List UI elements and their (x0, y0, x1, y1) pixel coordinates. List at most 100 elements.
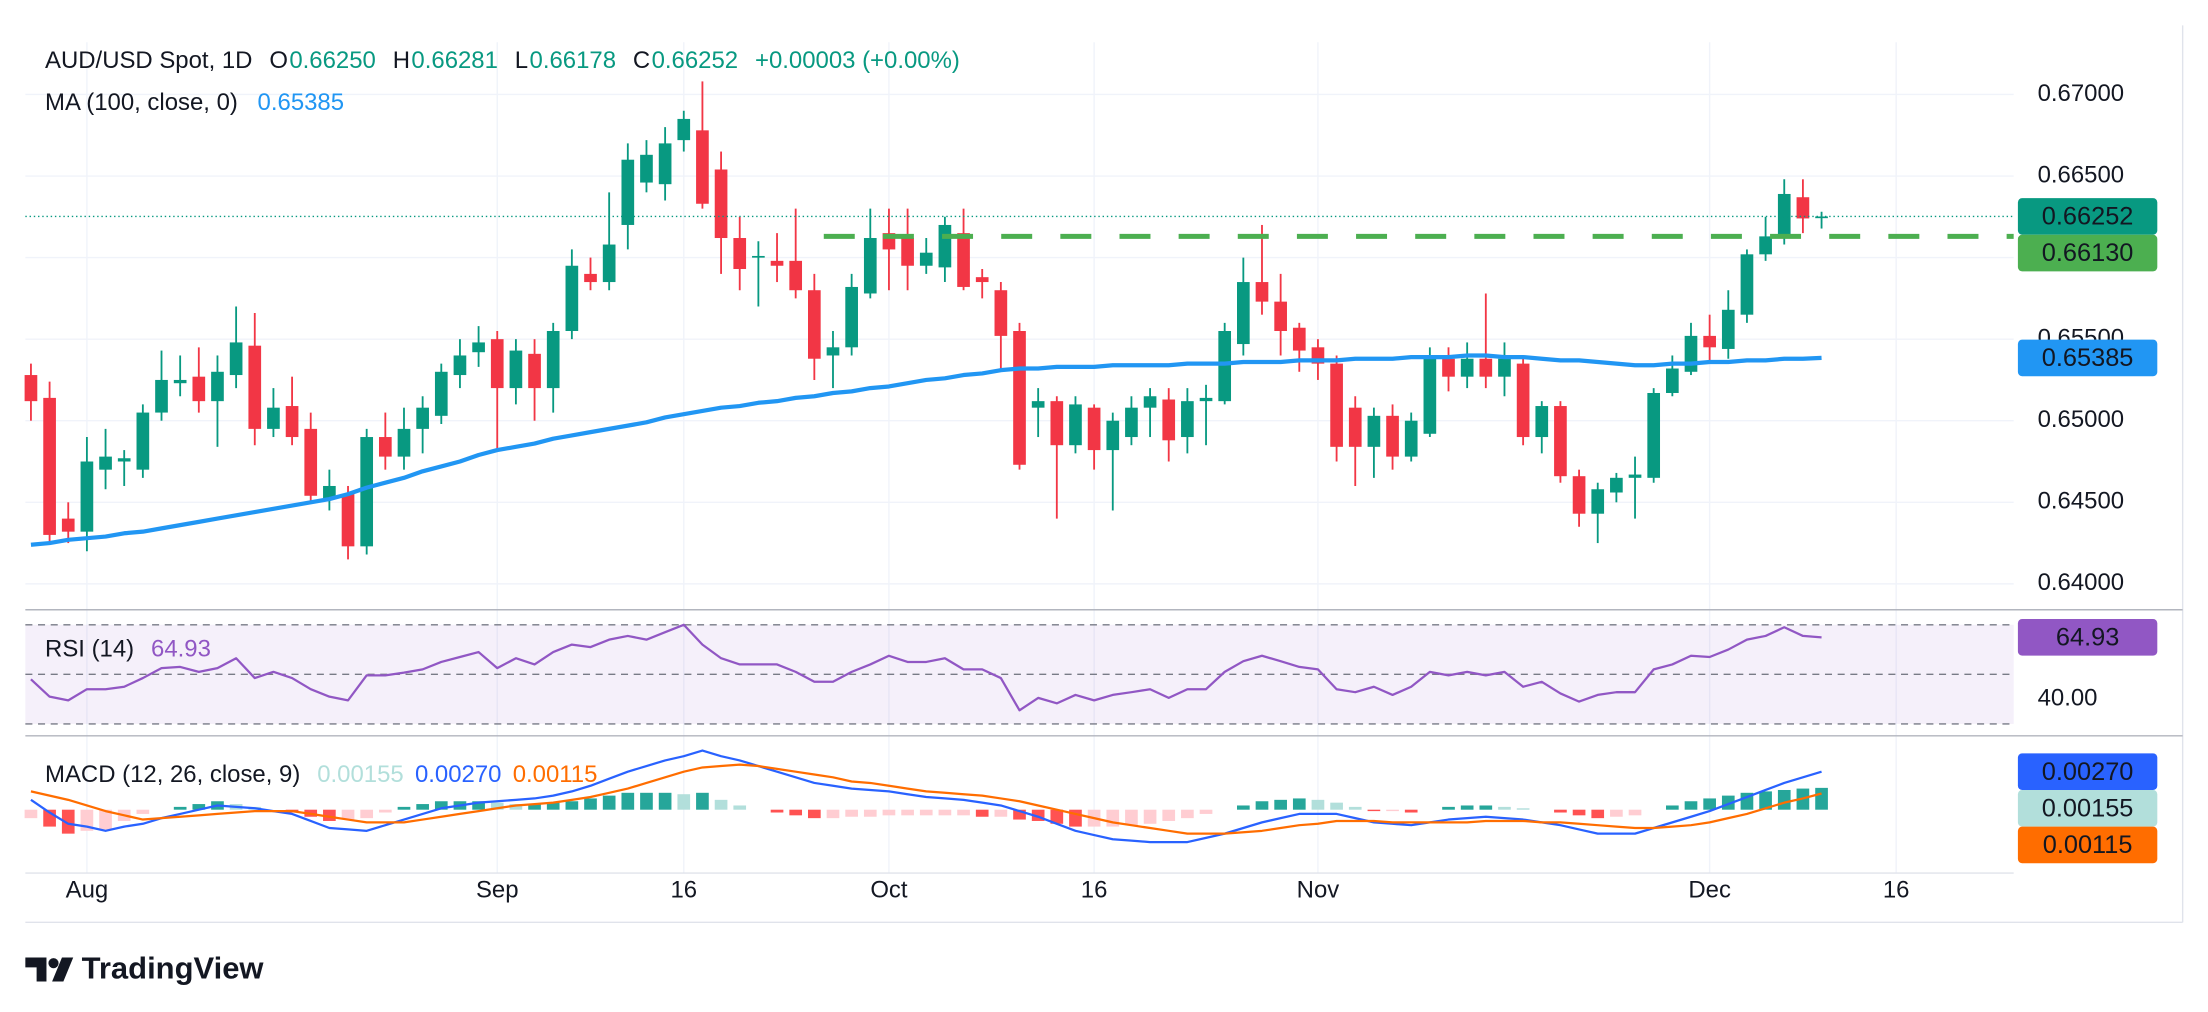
candle-body (1498, 358, 1511, 377)
candle-body (1815, 216, 1828, 219)
x-tick-label: Nov (1297, 877, 1340, 904)
candle-body (1721, 309, 1735, 349)
ohlc-name: L (515, 47, 528, 74)
candle-body (863, 238, 877, 294)
macd-histogram-bar (1013, 809, 1026, 820)
price-legend: AUD/USD Spot, 1D O0.66250 H0.66281 L0.66178… (45, 47, 960, 74)
macd-histogram-bar (472, 801, 485, 810)
macd-label-box (2017, 753, 2158, 790)
macd-histogram-bar (1516, 808, 1530, 810)
macd-hist-value: 0.00155 (317, 761, 403, 788)
candle-body (248, 345, 262, 429)
candle-body (1516, 363, 1530, 438)
candle-body (1442, 358, 1455, 377)
candle-body (1404, 420, 1418, 457)
macd-histogram-bar (1666, 805, 1679, 810)
candle-body (640, 154, 653, 183)
logo-part (25, 957, 47, 982)
macd-histogram-bar (640, 792, 653, 810)
candle-body (1647, 392, 1661, 478)
macd-histogram-bar (807, 809, 821, 819)
macd-label-box (2017, 789, 2158, 827)
macd-histogram-bar (1759, 791, 1772, 810)
candle-body (43, 397, 56, 535)
candle-body (285, 406, 299, 438)
macd-histogram-bar (1237, 805, 1250, 810)
y-tick-label: 40.00 (2038, 684, 2098, 711)
logo-part (52, 957, 74, 982)
candle-body (1199, 397, 1213, 402)
macd-label: 0.00270 (2042, 758, 2134, 786)
macd-histogram-bar (1181, 809, 1194, 819)
macd-histogram-bar (1815, 787, 1828, 810)
candle-body (826, 347, 840, 356)
x-tick-label: 16 (1883, 877, 1910, 904)
macd-histogram-bar (938, 809, 952, 816)
candle-body (1292, 327, 1306, 351)
candle-body (733, 238, 747, 270)
macd-label: 0.00155 (2042, 794, 2134, 822)
candle-body (1386, 415, 1399, 457)
macd-histogram-bar (341, 809, 355, 820)
macd-label: 0.00115 (2043, 831, 2133, 859)
macd-histogram-bar (565, 801, 579, 810)
ma-legend: MA (100, close, 0) 0.65385 (45, 90, 344, 117)
moving-average-line (30, 353, 1822, 547)
candle-body (714, 169, 728, 239)
last-price-label: 0.66252 (2042, 203, 2134, 231)
x-tick-label: Aug (66, 877, 109, 904)
candle-body (1031, 401, 1045, 408)
ma-label: 0.65385 (2042, 344, 2134, 372)
macd-histogram-bar (1479, 805, 1493, 810)
candle-body (416, 407, 429, 429)
candle-body (789, 260, 803, 291)
macd-histogram-bar (1031, 809, 1045, 821)
candle-body (99, 456, 112, 470)
candle-body (1181, 401, 1194, 438)
candle-body (1535, 406, 1549, 438)
candle-body (1218, 331, 1232, 402)
candle-body (1628, 474, 1642, 478)
macd-histogram-bar (1498, 806, 1511, 810)
candle-body (677, 118, 691, 141)
macd-histogram-bar (1274, 799, 1287, 810)
ohlc-value: 0.66252 (652, 47, 738, 74)
candle-body (1162, 399, 1176, 441)
y-tick-label: 0.64500 (2038, 488, 2124, 515)
ma-value: 0.65385 (258, 90, 344, 117)
macd-label-box (2017, 826, 2158, 864)
macd-histogram-bar (528, 804, 541, 810)
macd-histogram-bar (789, 809, 803, 816)
macd-histogram-bar (658, 792, 672, 810)
symbol-title: AUD/USD Spot, 1D (45, 47, 252, 74)
candle-body (1367, 415, 1381, 447)
x-tick-label: 16 (670, 877, 697, 904)
candle-body (1143, 396, 1157, 408)
macd-histogram-bar (1386, 809, 1399, 812)
candle-body (341, 494, 355, 547)
change-value: +0.00003 (+0.00%) (755, 47, 960, 74)
macd-histogram-bar (770, 809, 784, 813)
rsi-line (30, 623, 1822, 712)
macd-histogram-bar (1572, 809, 1586, 816)
candle-body (584, 273, 597, 283)
rsi-label-box (2017, 619, 2158, 656)
logo-part (48, 958, 59, 969)
macd-histogram-bar (975, 809, 989, 817)
candle-body (845, 286, 858, 348)
candle-body (752, 255, 765, 258)
candle-body (938, 224, 952, 268)
macd-histogram-bar (1628, 809, 1642, 816)
macd-histogram-bar (1703, 798, 1716, 810)
rsi-label: 64.93 (2056, 623, 2119, 651)
macd-histogram-bar (1292, 798, 1306, 810)
macd-name: MACD (12, 26, close, 9) (45, 761, 300, 788)
macd-histogram-bar (24, 809, 38, 819)
macd-histogram-bar (1460, 805, 1474, 810)
candle-body (1572, 476, 1586, 514)
candle-body (1237, 282, 1250, 345)
value-labels: 0.66252 0.66130 0.65385 64.93 0.00270 0.00155… (2017, 198, 2158, 864)
candle-body (1125, 407, 1138, 438)
x-tick-label: 16 (1081, 877, 1108, 904)
